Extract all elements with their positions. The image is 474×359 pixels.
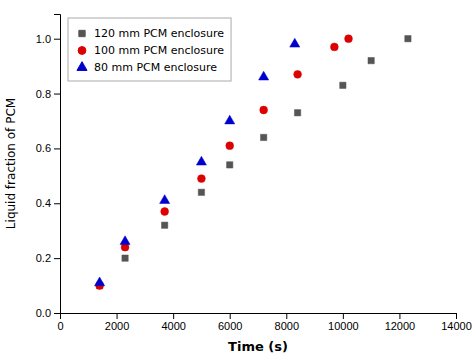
point [196, 156, 206, 165]
point [345, 35, 353, 43]
point [227, 162, 233, 168]
point [290, 38, 300, 47]
tick-label: 0.8 [36, 88, 51, 100]
tick-mark [286, 313, 287, 319]
legend-frame [68, 18, 231, 81]
tick-mark [399, 313, 400, 319]
tick-mark [456, 313, 457, 319]
point [120, 236, 130, 245]
tick-label: 10000 [328, 320, 359, 332]
point [330, 43, 338, 51]
tick-mark [54, 258, 60, 259]
tick-mark [54, 94, 60, 95]
tick: 0.0 [36, 307, 60, 319]
legend-item: 100 mm PCM enclosure [78, 44, 224, 57]
axis-line [61, 314, 457, 320]
tick-mark [230, 313, 231, 319]
tick-label: 6000 [218, 320, 242, 332]
tick-label: 1.0 [36, 33, 51, 45]
tick: 4000 [161, 313, 185, 332]
tick-label: 0.4 [36, 197, 51, 209]
tick-label: 4000 [161, 320, 185, 332]
tick-mark [54, 203, 60, 204]
point [161, 208, 169, 216]
tick-label: 12000 [385, 320, 416, 332]
tick-label: 2000 [105, 320, 129, 332]
tick: 0.8 [36, 88, 60, 100]
legend-marker [78, 47, 86, 55]
tick: 14000 [441, 313, 472, 332]
axis-line [54, 15, 61, 314]
point [259, 71, 269, 80]
point [160, 195, 170, 204]
tick-mark [173, 313, 174, 319]
point [260, 106, 268, 114]
tick-mark [54, 313, 60, 314]
point [294, 70, 302, 78]
tick-label: 0.0 [36, 307, 51, 319]
point [161, 222, 167, 228]
point [95, 277, 105, 286]
point [122, 255, 128, 261]
tick-label: 0.6 [36, 142, 51, 154]
point [405, 36, 411, 42]
point [260, 134, 266, 140]
tick: 0.2 [36, 252, 60, 264]
point [198, 175, 206, 183]
y-axis: 0.0 0.2 0.4 0.6 0.8 1.0 [36, 15, 61, 320]
tick: 8000 [275, 313, 299, 332]
tick: 0 [57, 313, 63, 332]
points [95, 35, 412, 290]
tick: 1.0 [36, 33, 60, 45]
tick: 12000 [385, 313, 416, 332]
legend-item: 80 mm PCM enclosure [77, 61, 217, 74]
point [294, 110, 300, 116]
legend-label: 100 mm PCM enclosure [94, 44, 224, 57]
tick: 0.4 [36, 197, 60, 209]
tick-label: 0.2 [36, 252, 51, 264]
tick: 6000 [218, 313, 242, 332]
point [340, 82, 346, 88]
tick: 2000 [105, 313, 129, 332]
tick: 10000 [328, 313, 359, 332]
chart: 020004000600080001000012000140000.00.20.… [0, 0, 474, 359]
legend-marker [77, 62, 87, 71]
tick-label: 8000 [275, 320, 299, 332]
tick-mark [117, 313, 118, 319]
tick-mark [54, 148, 60, 149]
point [226, 142, 234, 150]
point [368, 57, 374, 63]
legend-item: 120 mm PCM enclosure [79, 27, 224, 40]
x-axis: 0 2000 4000 6000 8000 10000 12000 14000 [57, 313, 471, 332]
legend: 120 mm PCM enclosure 100 mm PCM enclosure… [68, 18, 231, 81]
plot: 020004000600080001000012000140000.00.20.… [36, 15, 472, 332]
y-axis-title: Liquid fraction of PCM [4, 98, 18, 229]
x-axis-title: Time (s) [228, 339, 288, 354]
point [198, 189, 204, 195]
legend-label: 80 mm PCM enclosure [94, 61, 217, 74]
point [225, 115, 235, 124]
tick-mark [54, 39, 60, 40]
legend-label: 120 mm PCM enclosure [94, 27, 224, 40]
tick: 0.6 [36, 142, 60, 154]
tick-label: 0 [57, 320, 63, 332]
tick-label: 14000 [441, 320, 472, 332]
legend-marker [79, 30, 85, 36]
tick-mark [343, 313, 344, 319]
